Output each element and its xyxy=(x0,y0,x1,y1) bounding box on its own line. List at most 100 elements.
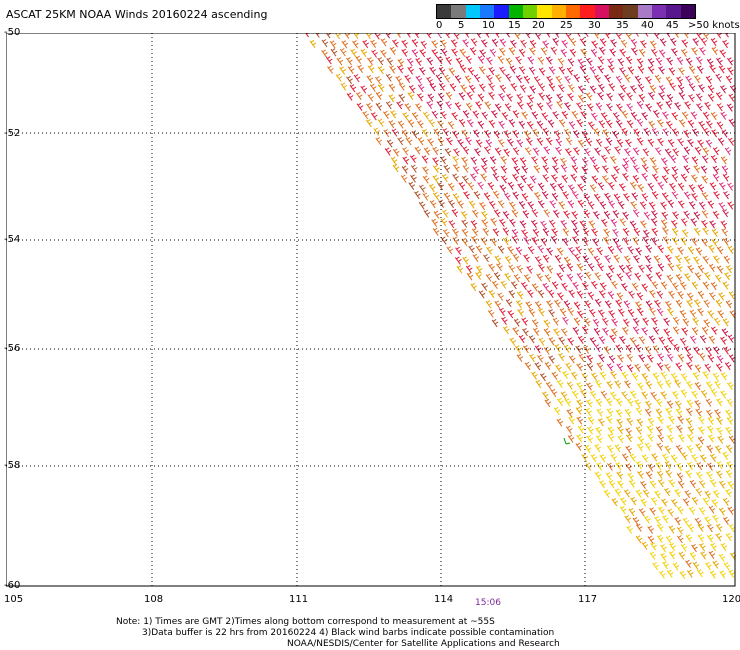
wind-barb xyxy=(614,488,622,497)
wind-barb xyxy=(585,92,593,101)
wind-barb xyxy=(373,127,381,136)
wind-barb xyxy=(515,56,522,65)
wind-barb xyxy=(510,39,517,48)
wind-barb xyxy=(640,498,647,507)
wind-barb xyxy=(632,236,640,246)
wind-barb xyxy=(702,227,709,236)
wind-barb xyxy=(708,505,716,514)
wind-barb xyxy=(568,289,575,298)
wind-barb xyxy=(712,146,720,156)
wind-barb xyxy=(454,101,462,111)
wind-barb xyxy=(516,353,524,362)
wind-barb xyxy=(593,193,601,202)
wind-barb xyxy=(505,298,513,308)
wind-barb xyxy=(671,227,679,236)
wind-barb xyxy=(692,561,700,570)
wind-barb xyxy=(666,400,674,409)
wind-barb xyxy=(489,48,497,57)
wind-barb xyxy=(530,219,538,228)
wind-barb xyxy=(706,444,714,454)
wind-barb xyxy=(652,372,660,381)
wind-barb xyxy=(622,211,629,220)
wind-barb xyxy=(652,109,660,118)
wind-barb xyxy=(676,76,683,85)
note-line-2: 3)Data buffer is 22 hrs from 20160224 4)… xyxy=(142,628,555,638)
wind-barb xyxy=(680,451,688,461)
wind-barb xyxy=(632,174,640,184)
wind-barb xyxy=(464,75,472,84)
wind-barb xyxy=(452,193,460,202)
wind-barb xyxy=(489,155,497,165)
wind-barb xyxy=(597,65,604,74)
wind-barb xyxy=(692,371,700,381)
wind-barb xyxy=(362,111,369,120)
wind-barb xyxy=(649,156,657,166)
wind-barb xyxy=(558,336,565,345)
wind-barb xyxy=(617,58,625,67)
wind-barb xyxy=(586,103,594,112)
wind-barb xyxy=(451,208,459,218)
wind-barb xyxy=(545,381,553,390)
wind-barb xyxy=(638,508,646,517)
wind-barb xyxy=(718,292,725,301)
wind-barb xyxy=(658,84,666,94)
legend-label: 40 xyxy=(641,20,654,31)
wind-barb xyxy=(704,101,711,110)
wind-barb xyxy=(667,307,674,317)
wind-barb xyxy=(565,425,573,434)
wind-barb xyxy=(566,273,574,282)
wind-barb xyxy=(468,200,476,209)
wind-barb xyxy=(490,237,498,247)
wind-barb xyxy=(560,157,567,166)
wind-barb xyxy=(460,210,468,220)
wind-barb xyxy=(644,255,652,264)
wind-barb xyxy=(676,462,683,472)
wind-barb xyxy=(375,102,383,111)
wind-barb xyxy=(478,83,486,92)
wind-barb xyxy=(503,130,511,139)
wind-barb xyxy=(642,489,650,498)
wind-barb xyxy=(514,345,522,354)
wind-barb xyxy=(696,65,704,74)
wind-barb xyxy=(305,33,310,38)
wind-barb xyxy=(615,119,623,128)
wind-barb xyxy=(543,209,551,218)
wind-barb xyxy=(570,219,578,228)
legend-swatch xyxy=(666,5,681,18)
wind-barb xyxy=(687,119,695,128)
wind-barb xyxy=(613,193,621,202)
wind-barb xyxy=(619,335,626,345)
wind-barb xyxy=(577,425,585,434)
wind-barb xyxy=(715,363,723,372)
wind-barb xyxy=(464,33,470,38)
wind-barb xyxy=(612,112,620,121)
wind-barb xyxy=(665,469,672,478)
wind-barb xyxy=(633,128,640,137)
wind-barb xyxy=(309,39,317,49)
wind-barb xyxy=(442,128,450,137)
lat-label: -50 xyxy=(4,27,21,38)
wind-barb xyxy=(591,175,599,184)
wind-barb xyxy=(612,209,620,219)
wind-barb xyxy=(627,472,634,481)
wind-barb xyxy=(518,120,526,129)
wind-barb xyxy=(634,399,642,408)
wind-barb xyxy=(592,318,600,327)
wind-barb xyxy=(397,137,404,146)
wind-barb xyxy=(477,181,484,190)
wind-barb xyxy=(440,218,448,227)
wind-barb xyxy=(691,128,699,137)
wind-barb xyxy=(623,300,631,309)
wind-barb xyxy=(664,379,672,388)
wind-barb xyxy=(661,192,669,201)
wind-barb xyxy=(666,93,674,103)
wind-barb xyxy=(606,363,614,372)
wind-barb xyxy=(401,129,409,138)
wind-barb xyxy=(538,337,546,346)
wind-barb xyxy=(629,453,637,462)
wind-barb xyxy=(536,102,544,111)
legend-swatch xyxy=(537,5,552,18)
wind-barb xyxy=(660,219,668,228)
wind-barb xyxy=(609,334,616,343)
lon-label: 120 xyxy=(722,594,740,605)
